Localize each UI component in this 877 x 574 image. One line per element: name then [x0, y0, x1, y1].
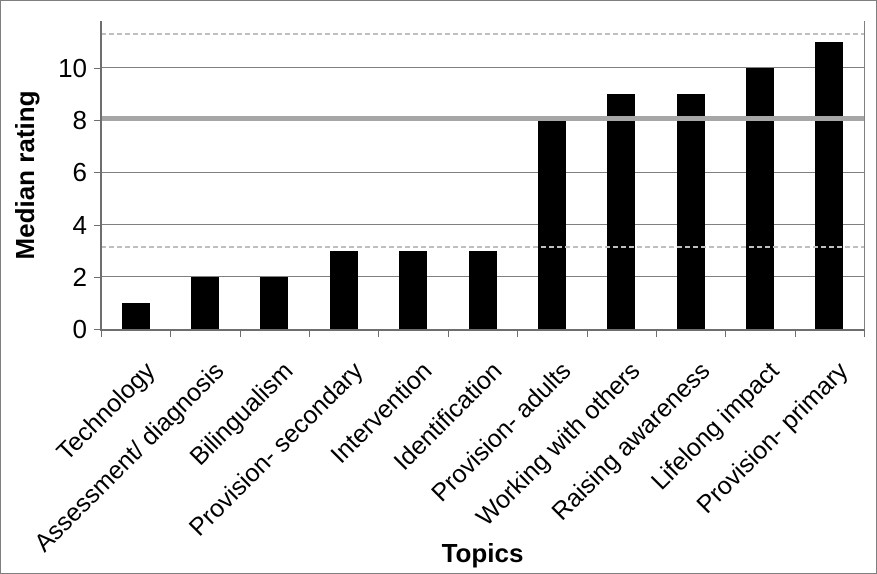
y-tick-label-10: 10: [58, 52, 87, 83]
gridline-10: [101, 67, 864, 69]
x-axis-title: Topics: [441, 538, 524, 568]
x-tick-10: [794, 329, 796, 337]
gridline-6: [101, 171, 864, 173]
bar-provision-secondary: [329, 250, 358, 329]
x-tick-5: [447, 329, 449, 337]
x-tick-0: [101, 329, 102, 337]
x-tick-2: [239, 329, 241, 337]
x-axis-line: [100, 329, 865, 331]
x-tick-3: [309, 329, 311, 337]
y-axis-line: [100, 21, 102, 330]
bar-provision-adults: [537, 120, 566, 329]
x-tick-8: [655, 329, 657, 337]
x-tick-6: [517, 329, 519, 337]
x-tick-1: [170, 329, 172, 337]
bar-working-with-others: [607, 94, 636, 329]
x-tick-9: [725, 329, 727, 337]
y-tick-0: [94, 329, 101, 330]
plot-right-border: [864, 21, 865, 329]
bar-identification: [468, 250, 497, 329]
bar-technology: [121, 302, 150, 329]
bar-lifelong-impact: [745, 67, 774, 329]
bar-assessment-diagnosis: [191, 276, 220, 329]
bar-bilingualism: [260, 276, 289, 329]
y-tick-8: [94, 120, 101, 122]
gridline-4: [101, 224, 864, 226]
y-tick-label-0: 0: [72, 314, 87, 344]
y-tick-4: [94, 224, 101, 226]
x-tick-4: [378, 329, 380, 337]
y-axis-title: Median rating: [10, 90, 40, 260]
upper-dashed-reference-line: [101, 33, 864, 36]
y-tick-2: [94, 276, 101, 278]
y-tick-10: [94, 67, 101, 69]
y-tick-label-8: 8: [72, 105, 87, 136]
y-tick-label-6: 6: [72, 157, 87, 188]
y-tick-label-2: 2: [72, 261, 87, 292]
bar-raising-awareness: [676, 94, 705, 329]
lower-dashed-reference-line: [101, 245, 864, 248]
y-tick-6: [94, 172, 101, 174]
x-tick-11: [864, 329, 865, 337]
y-tick-label-4: 4: [72, 209, 87, 240]
solid-median-reference-line: [101, 116, 864, 122]
bar-intervention: [399, 250, 428, 329]
bar-provision-primary: [815, 41, 844, 329]
x-tick-7: [586, 329, 588, 337]
